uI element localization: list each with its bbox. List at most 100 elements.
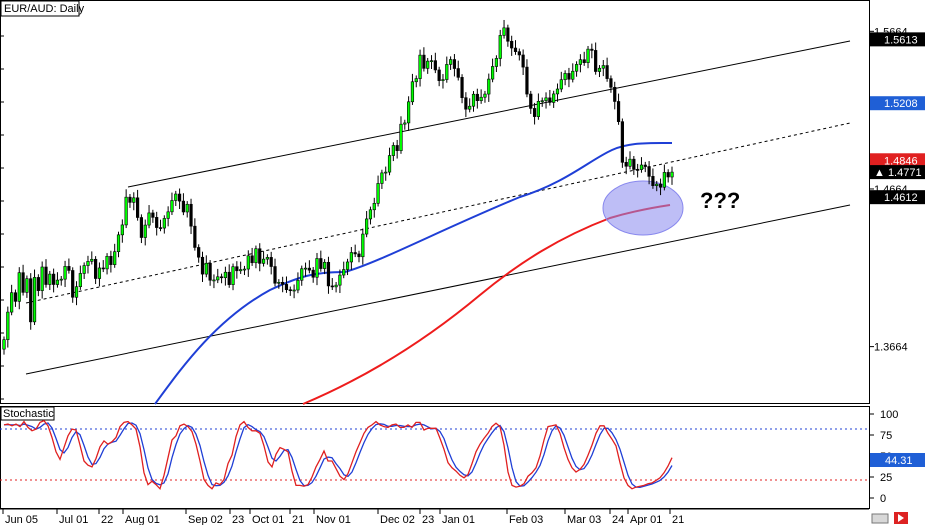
candle-body [338, 274, 342, 286]
candle-body [643, 164, 647, 167]
price-tag-label: ▲ 1.4771 [874, 167, 922, 179]
candle-body [460, 77, 464, 98]
candle-body [197, 247, 201, 258]
candle-body [21, 272, 25, 293]
candlestick-series [2, 19, 674, 355]
candle-body [498, 35, 502, 59]
time-axis: Jun 05 Jul 01 22 Aug 01 Sep 02 23 Oct 01 21 Nov … [0, 508, 869, 525]
channel-lower-line [25, 204, 851, 375]
candle-body [555, 88, 560, 95]
candle-body [78, 273, 82, 288]
stochastic-label-box [0, 406, 55, 421]
time-tick-label: Aug 01 [125, 514, 160, 525]
candle-body [166, 211, 170, 219]
candle-body [300, 268, 304, 281]
candle-body [147, 212, 151, 226]
candle-body [376, 183, 380, 204]
candle-body [250, 255, 254, 264]
candle-body [227, 271, 231, 285]
candle-body [407, 101, 411, 124]
candle-body [452, 59, 457, 69]
candle-body [36, 277, 40, 291]
candle-body [208, 262, 212, 281]
highlight-ellipse [602, 180, 684, 236]
candle-body [231, 266, 235, 285]
candle-body [162, 218, 166, 229]
candle-body [32, 277, 37, 323]
time-tick-label: Jan 01 [442, 514, 475, 525]
candle-body [536, 101, 540, 117]
candle-body [639, 164, 644, 170]
stochastic-k-line [3, 419, 673, 491]
candle-body [517, 51, 521, 56]
candle-body [323, 261, 327, 269]
candle-body [490, 66, 495, 80]
candle-body [647, 166, 651, 177]
candle-body [204, 262, 208, 275]
candle-body [288, 289, 292, 292]
candle-body [223, 271, 227, 279]
scroll-bar-button[interactable] [871, 513, 889, 524]
time-tick-label: 24 [612, 514, 624, 525]
price-tag-label: 1.5208 [884, 98, 918, 110]
candle-body [345, 261, 350, 270]
candle-body [17, 272, 21, 302]
candle-body [571, 70, 575, 80]
candle-body [513, 47, 518, 52]
candle-body [540, 100, 544, 102]
price-panel-frame [0, 0, 870, 404]
candle-body [624, 162, 628, 167]
candle-body [429, 60, 434, 62]
candle-body [296, 279, 300, 291]
candle-body [636, 169, 640, 171]
candle-body [365, 218, 369, 235]
candle-body [97, 267, 102, 279]
candle-body [410, 81, 415, 103]
channel-upper-line [127, 40, 851, 188]
candle-body [594, 50, 598, 72]
candle-body [353, 252, 357, 255]
candle-body [261, 258, 266, 264]
candle-body [605, 65, 609, 79]
price-channel [25, 40, 851, 375]
candle-body [361, 233, 365, 258]
candle-body [601, 65, 605, 69]
candle-body [578, 59, 582, 65]
candle-body [116, 234, 121, 253]
candle-body [170, 200, 174, 213]
time-tick-label: 21 [672, 514, 684, 525]
candle-body [632, 158, 636, 170]
candle-body [132, 197, 136, 203]
candle-body [124, 196, 128, 226]
channel-middle-line [25, 122, 851, 304]
time-tick-label: Jul 01 [59, 514, 88, 525]
candle-body [506, 27, 510, 42]
candle-body [368, 209, 373, 220]
candle-body [597, 67, 602, 72]
candle-body [128, 196, 132, 203]
candle-body [239, 269, 243, 272]
candle-body [55, 279, 60, 285]
stochastic-tick-label: 75 [880, 430, 892, 442]
candle-body [487, 78, 491, 95]
candle-body [590, 48, 594, 51]
time-tick-label: Jun 05 [5, 514, 38, 525]
stochastic-tick-label: 0 [880, 493, 886, 505]
price-tag-box [870, 190, 925, 205]
candle-body [441, 79, 445, 81]
chart-title-box [0, 0, 80, 17]
candle-body [139, 217, 144, 238]
candle-body [269, 257, 273, 267]
candle-body [574, 64, 579, 72]
candle-body [532, 108, 537, 117]
candle-body [510, 40, 514, 49]
moving-average-red [302, 204, 671, 405]
candle-body [74, 286, 79, 298]
candle-body [357, 253, 361, 258]
time-tick-label: Dec 02 [380, 514, 415, 525]
stochastic-label: Stochastic [3, 408, 54, 420]
candle-body [216, 276, 220, 281]
candle-body [189, 203, 193, 227]
candle-body [616, 101, 621, 122]
candle-body [44, 266, 48, 285]
